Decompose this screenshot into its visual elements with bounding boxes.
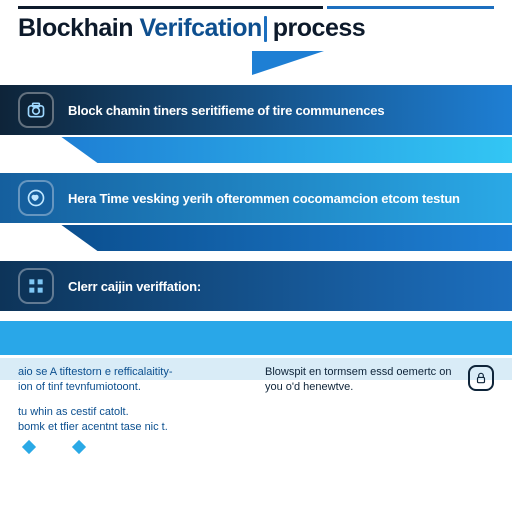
title-word-3: process	[273, 14, 365, 43]
title-word-2: Verifcation	[139, 14, 261, 43]
lower-section: aio se A tiftestorn e refficalaitity- io…	[0, 321, 512, 452]
lower-columns: aio se A tiftestorn e refficalaitity- io…	[0, 355, 512, 434]
grid-icon	[18, 268, 54, 304]
process-bars: Block chamin tiners seritifieme of tire …	[0, 85, 512, 311]
lock-icon	[468, 365, 494, 391]
process-bar-1: Block chamin tiners seritifieme of tire …	[0, 85, 512, 135]
gap-band-2	[0, 225, 512, 251]
col1-line2: ion of tinf tevnfumiotoont.	[18, 380, 247, 395]
title-word-1: Blockhain	[18, 14, 133, 43]
lower-band	[0, 321, 512, 355]
bar-1-label: Block chamin tiners seritifieme of tire …	[68, 103, 384, 118]
title-divider	[264, 16, 267, 42]
col3-text: Blowspit en tormsem essd oemertc on you …	[265, 365, 494, 395]
title-top-rule	[18, 6, 494, 9]
bar-2-label: Hera Time vesking yerih ofterommen cocom…	[68, 191, 460, 206]
lower-col-2: Blowspit en tormsem essd oemertc on you …	[265, 365, 494, 434]
bar-3-label: Clerr caijin veriffation:	[68, 279, 201, 294]
col2-line1: tu whin as cestif catolt.	[18, 405, 247, 420]
lower-col-1: aio se A tiftestorn e refficalaitity- io…	[18, 365, 247, 434]
title-wrap: Blockhain Verifcation process	[0, 0, 512, 53]
col2-line2: bomk et tfier acentnt tase nic t.	[18, 420, 247, 435]
heart-icon	[18, 180, 54, 216]
diamond-icon	[72, 440, 86, 454]
accent-triangle	[0, 51, 512, 75]
camera-icon	[18, 92, 54, 128]
col1-line1: aio se A tiftestorn e refficalaitity-	[18, 365, 247, 380]
process-bar-3: Clerr caijin veriffation:	[0, 261, 512, 311]
process-bar-2: Hera Time vesking yerih ofterommen cocom…	[0, 173, 512, 223]
diamond-icon	[22, 440, 36, 454]
diamond-row	[0, 434, 512, 452]
gap-band-1	[0, 137, 512, 163]
page-title: Blockhain Verifcation process	[18, 14, 494, 43]
